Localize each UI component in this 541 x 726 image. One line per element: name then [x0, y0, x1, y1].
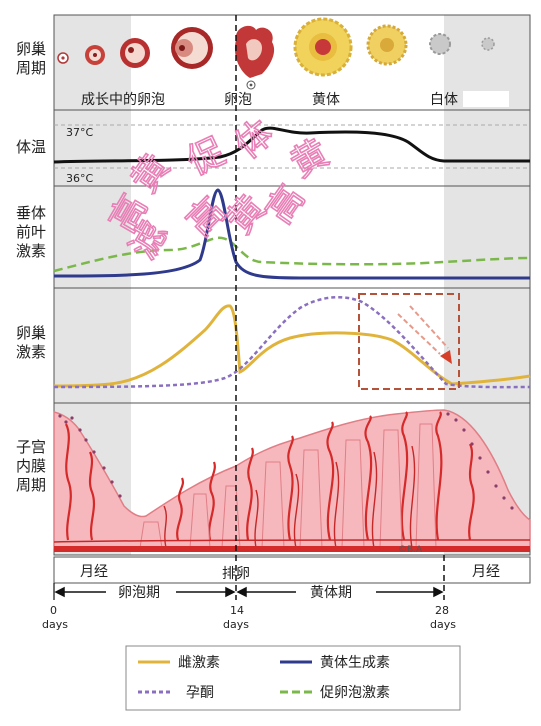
stage-corpus-luteum: 黄体 — [312, 91, 340, 108]
decline-arrow-shaft-2 — [409, 305, 449, 349]
day0-number: 0 — [50, 604, 57, 617]
endometrium-credit: ©B.A — [398, 545, 423, 555]
fsh-curve — [53, 236, 531, 273]
ruptured-follicle-icon — [234, 25, 275, 90]
temp-low-label: 36°C — [66, 172, 93, 185]
basal-layer — [54, 546, 530, 552]
follicle-icon-2 — [85, 45, 105, 65]
follicle-icon-4 — [171, 27, 213, 69]
ovarian-hormone-label-line1: 卵巢 — [16, 324, 47, 342]
day0-unit: days — [42, 618, 68, 631]
legend-progesterone-label: 孕酮 — [186, 685, 214, 701]
legend-estrogen-label: 雌激素 — [178, 654, 220, 671]
row-borders — [53, 14, 531, 584]
menses-right-label: 月经 — [472, 564, 500, 580]
corpus-luteum-icon — [293, 17, 353, 77]
endometrium-row-label: 子宫 内膜 周期 — [16, 438, 46, 495]
luteal-phase-label: 黄体期 — [310, 584, 352, 601]
phase-arrows — [54, 586, 444, 598]
decline-arrow-head — [440, 350, 452, 364]
decline-arrow-shaft-1 — [397, 313, 441, 355]
endometrium-label-line3: 周期 — [16, 476, 47, 494]
follicle-icon-1 — [57, 52, 69, 64]
follicle-icon-3 — [120, 38, 150, 68]
day28-unit: days — [430, 618, 456, 631]
pituitary-label-line1: 垂体 — [16, 204, 47, 222]
pituitary-label-line3: 激素 — [16, 242, 47, 260]
legend-lh-label: 黄体生成素 — [320, 654, 390, 671]
temp-high-label: 37°C — [66, 126, 93, 139]
label-cover — [463, 91, 509, 107]
lh-curve — [53, 188, 530, 280]
legend-box — [125, 645, 461, 711]
menses-left-label: 月经 — [80, 564, 108, 580]
ovarian-cycle-row-label: 卵巢 周期 — [16, 40, 46, 78]
legend-fsh-label: 促卵泡激素 — [320, 684, 390, 701]
day14-unit: days — [223, 618, 249, 631]
ovarian-hormone-label-line2: 激素 — [16, 343, 47, 361]
stage-corpus-albicans: 白体 — [430, 92, 458, 108]
progesterone-curve — [53, 296, 531, 389]
day14-number: 14 — [230, 604, 244, 617]
regressing-corpus-luteum-icon — [366, 24, 408, 66]
endometrium-label-line1: 子宫 — [16, 438, 47, 456]
pituitary-row-label: 垂体 前叶 激素 — [16, 204, 46, 261]
endometrium-illustration — [53, 409, 531, 552]
endometrium-label-line2: 内膜 — [16, 457, 47, 475]
ovarian-cycle-label-line2: 周期 — [16, 59, 47, 77]
follicular-phase-label: 卵泡期 — [118, 585, 160, 601]
watermark-char-2: 黄 — [124, 147, 178, 200]
ovulation-label: 排卵 — [222, 566, 250, 582]
ovarian-hormone-row-label: 卵巢 激素 — [16, 324, 46, 362]
corpus-albicans-icon-2 — [481, 37, 495, 51]
watermark-char-9: 黄 — [284, 132, 336, 186]
bbt-row-label: 体温 — [16, 138, 46, 157]
luteal-decline-highlight — [358, 293, 460, 390]
stage-ovulation-follicle: 卵泡 — [224, 92, 252, 108]
bbt-label: 体温 — [16, 138, 47, 156]
day28-number: 28 — [435, 604, 449, 617]
ovarian-cycle-label-line1: 卵巢 — [16, 40, 47, 58]
estrogen-curve — [53, 304, 531, 388]
body-temperature-curve — [53, 126, 530, 164]
corpus-albicans-icon-1 — [429, 33, 451, 55]
stage-growing-follicles: 成长中的卵泡 — [81, 92, 165, 108]
watermark-char-3: 促 — [181, 131, 231, 183]
pituitary-label-line2: 前叶 — [16, 223, 47, 241]
ovarian-stage-icons — [57, 17, 495, 90]
